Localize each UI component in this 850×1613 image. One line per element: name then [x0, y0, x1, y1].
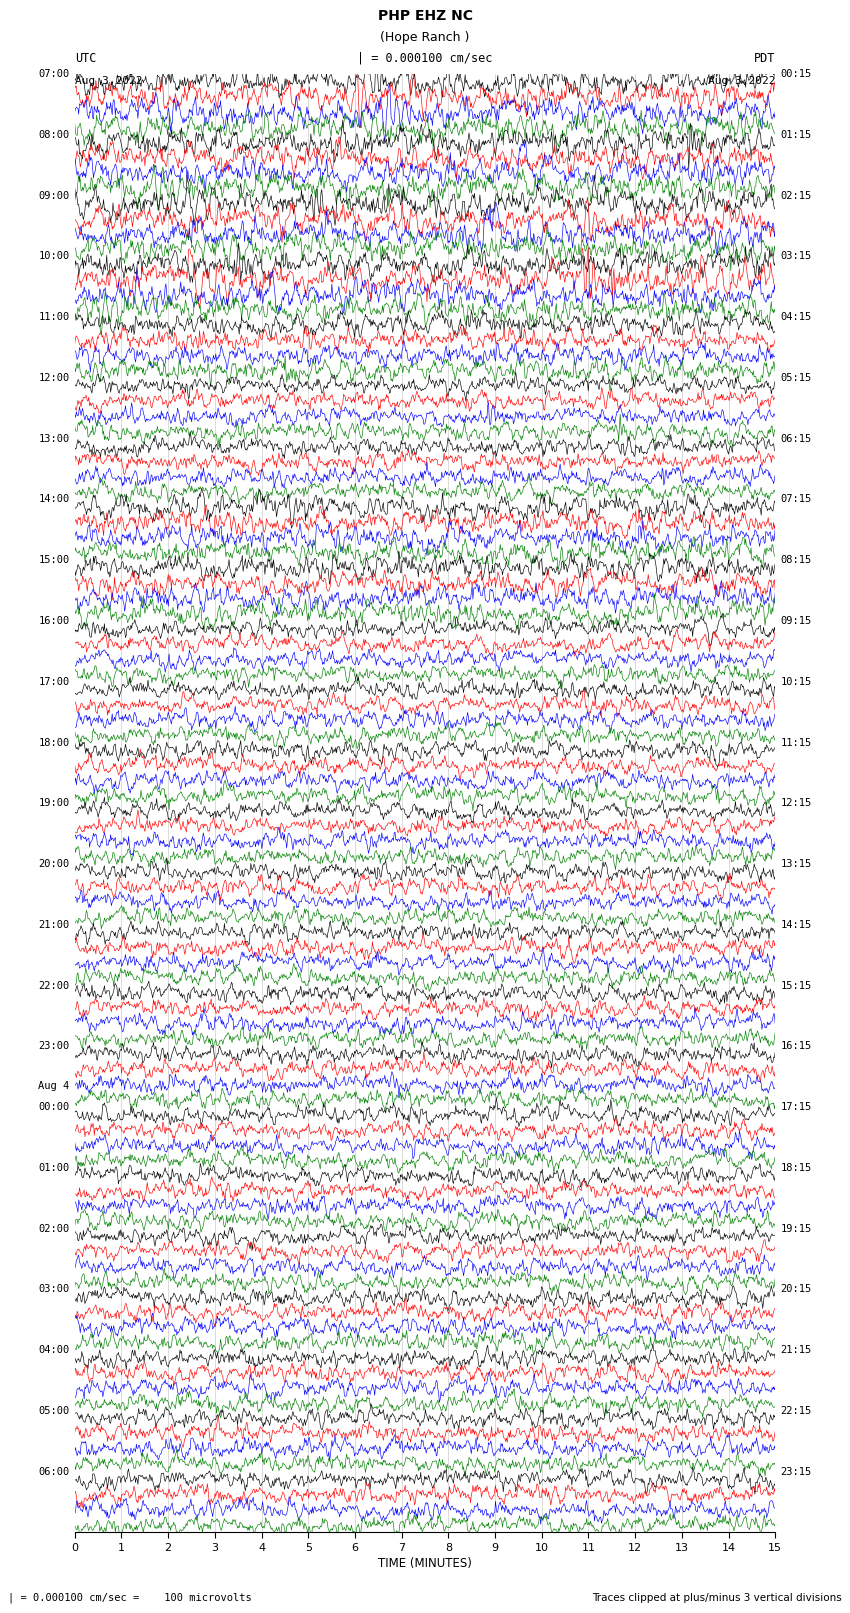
Text: 16:15: 16:15 — [780, 1042, 812, 1052]
Text: 08:15: 08:15 — [780, 555, 812, 565]
Text: 11:15: 11:15 — [780, 737, 812, 747]
Text: 03:15: 03:15 — [780, 252, 812, 261]
Text: | = 0.000100 cm/sec =    100 microvolts: | = 0.000100 cm/sec = 100 microvolts — [8, 1592, 252, 1603]
Text: 00:00: 00:00 — [38, 1102, 70, 1111]
Text: 12:15: 12:15 — [780, 798, 812, 808]
Text: 21:00: 21:00 — [38, 919, 70, 929]
Text: 02:15: 02:15 — [780, 190, 812, 200]
Text: 05:00: 05:00 — [38, 1407, 70, 1416]
Text: 10:15: 10:15 — [780, 677, 812, 687]
Text: 20:00: 20:00 — [38, 860, 70, 869]
Text: 13:15: 13:15 — [780, 860, 812, 869]
Text: 07:15: 07:15 — [780, 495, 812, 505]
Text: (Hope Ranch ): (Hope Ranch ) — [380, 31, 470, 44]
Text: 04:15: 04:15 — [780, 313, 812, 323]
Text: PDT: PDT — [754, 52, 775, 65]
Text: 18:15: 18:15 — [780, 1163, 812, 1173]
Text: 17:15: 17:15 — [780, 1102, 812, 1111]
Text: Aug 3,2022: Aug 3,2022 — [708, 76, 775, 85]
Text: 09:15: 09:15 — [780, 616, 812, 626]
Text: 21:15: 21:15 — [780, 1345, 812, 1355]
Text: 22:15: 22:15 — [780, 1407, 812, 1416]
Text: 05:15: 05:15 — [780, 373, 812, 382]
Text: 02:00: 02:00 — [38, 1224, 70, 1234]
Text: 14:15: 14:15 — [780, 919, 812, 929]
Text: UTC: UTC — [75, 52, 96, 65]
Text: 15:15: 15:15 — [780, 981, 812, 990]
Text: 18:00: 18:00 — [38, 737, 70, 747]
Text: 15:00: 15:00 — [38, 555, 70, 565]
Text: PHP EHZ NC: PHP EHZ NC — [377, 8, 473, 23]
X-axis label: TIME (MINUTES): TIME (MINUTES) — [378, 1557, 472, 1569]
Text: 06:15: 06:15 — [780, 434, 812, 444]
Text: 01:15: 01:15 — [780, 131, 812, 140]
Text: Aug 3,2022: Aug 3,2022 — [75, 76, 142, 85]
Text: 19:15: 19:15 — [780, 1224, 812, 1234]
Text: 14:00: 14:00 — [38, 495, 70, 505]
Text: 20:15: 20:15 — [780, 1284, 812, 1294]
Text: | = 0.000100 cm/sec: | = 0.000100 cm/sec — [357, 52, 493, 65]
Text: 06:00: 06:00 — [38, 1466, 70, 1476]
Text: 17:00: 17:00 — [38, 677, 70, 687]
Text: 10:00: 10:00 — [38, 252, 70, 261]
Text: 19:00: 19:00 — [38, 798, 70, 808]
Text: 16:00: 16:00 — [38, 616, 70, 626]
Text: 12:00: 12:00 — [38, 373, 70, 382]
Text: Aug 4: Aug 4 — [38, 1081, 70, 1090]
Text: 13:00: 13:00 — [38, 434, 70, 444]
Text: 03:00: 03:00 — [38, 1284, 70, 1294]
Text: 00:15: 00:15 — [780, 69, 812, 79]
Text: 07:00: 07:00 — [38, 69, 70, 79]
Text: 09:00: 09:00 — [38, 190, 70, 200]
Text: 04:00: 04:00 — [38, 1345, 70, 1355]
Text: 22:00: 22:00 — [38, 981, 70, 990]
Text: 01:00: 01:00 — [38, 1163, 70, 1173]
Text: 08:00: 08:00 — [38, 131, 70, 140]
Text: 23:00: 23:00 — [38, 1042, 70, 1052]
Text: 11:00: 11:00 — [38, 313, 70, 323]
Text: Traces clipped at plus/minus 3 vertical divisions: Traces clipped at plus/minus 3 vertical … — [592, 1594, 842, 1603]
Text: 23:15: 23:15 — [780, 1466, 812, 1476]
